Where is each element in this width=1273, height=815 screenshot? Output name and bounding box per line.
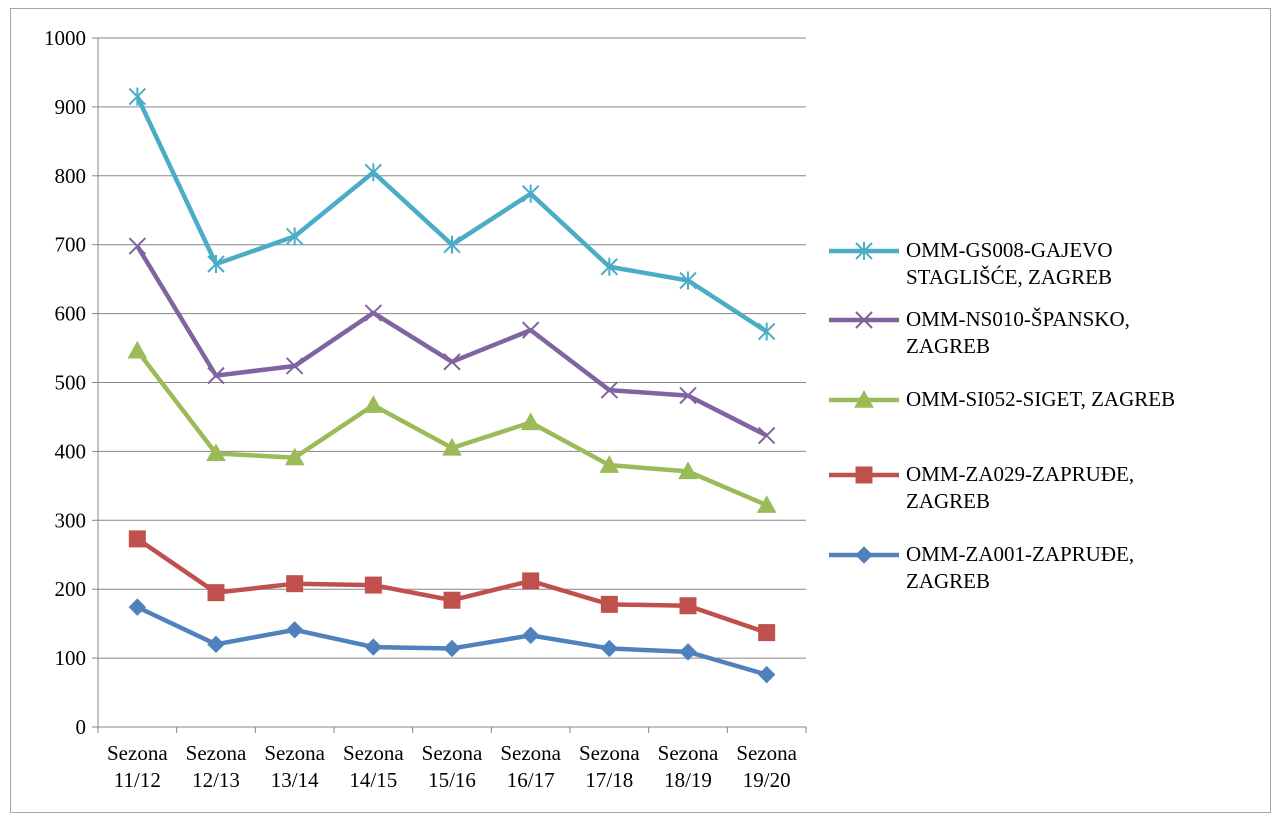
- series-line: [136, 537, 768, 635]
- data-point: [207, 254, 225, 273]
- legend-swatch-marker: [855, 242, 873, 260]
- x-tick-label: Sezona: [422, 741, 483, 765]
- data-point: [679, 597, 697, 615]
- legend-entry-label: OMM-GS008-GAJEVO STAGLIŠĆE, ZAGREB: [906, 238, 1113, 289]
- x-tick-label: Sezona: [500, 741, 561, 765]
- y-tick-label: 200: [55, 577, 87, 601]
- data-point: [600, 595, 618, 613]
- data-point: [364, 304, 383, 322]
- x-tick-label: Sezona: [736, 741, 797, 765]
- y-tick-label: 100: [55, 646, 87, 670]
- data-point: [443, 235, 461, 254]
- legend-swatch-marker: [855, 466, 873, 484]
- data-point: [600, 639, 619, 658]
- x-tick-label: 16/17: [507, 768, 555, 792]
- data-point: [678, 461, 698, 480]
- y-tick-label: 400: [55, 439, 87, 463]
- data-point: [363, 395, 384, 413]
- data-point: [522, 572, 540, 590]
- series-lines: [127, 87, 777, 684]
- data-point: [600, 381, 619, 399]
- y-tick-label: 800: [55, 164, 87, 188]
- data-point: [284, 447, 305, 466]
- chart-frame: 0 100 200 300 400 500 600 700 800 900 1000 Sezona 11…: [10, 8, 1271, 813]
- data-point: [758, 624, 776, 642]
- data-point: [443, 353, 461, 371]
- gridlines: [98, 37, 806, 659]
- data-point: [756, 495, 777, 513]
- x-tick-label: 12/13: [192, 768, 240, 792]
- x-tick-label: Sezona: [579, 741, 640, 765]
- series-line: [135, 95, 768, 334]
- data-point: [757, 426, 776, 445]
- data-point: [285, 621, 304, 639]
- x-tick-label: Sezona: [264, 741, 325, 765]
- data-point: [521, 626, 540, 645]
- y-tick-label: 700: [55, 233, 87, 257]
- legend-entry-label: OMM-ZA001-ZAPRUĐE, ZAGREB: [906, 542, 1135, 593]
- data-point: [442, 437, 462, 456]
- y-tick-label: 0: [76, 715, 87, 739]
- legend-markers: [829, 242, 899, 564]
- x-tick-label: Sezona: [343, 741, 404, 765]
- y-tick-label: 600: [55, 302, 87, 326]
- data-point: [127, 340, 148, 359]
- data-point: [520, 412, 541, 431]
- data-point: [364, 163, 383, 182]
- legend-swatch-marker: [855, 546, 873, 564]
- data-point: [443, 591, 461, 609]
- data-point: [207, 366, 225, 385]
- x-tick-label: Sezona: [107, 741, 168, 765]
- legend-swatch-marker: [855, 311, 873, 329]
- data-point: [207, 635, 225, 654]
- data-point: [679, 271, 697, 290]
- data-point: [285, 227, 304, 246]
- legend-entry-label: OMM-ZA029-ZAPRUĐE, ZAGREB: [906, 462, 1135, 513]
- data-point: [285, 357, 304, 375]
- data-point: [206, 443, 226, 462]
- data-point: [521, 184, 540, 203]
- axes: 0 100 200 300 400 500 600 700 800 900 1000 Sezona 11…: [44, 26, 807, 792]
- data-point: [364, 576, 382, 594]
- data-point: [286, 575, 304, 593]
- x-tick-label: 15/16: [428, 768, 476, 792]
- line-chart: 0 100 200 300 400 500 600 700 800 900 1000 Sezona 11…: [44, 26, 899, 792]
- data-point: [128, 530, 146, 548]
- x-tick-label: 19/20: [743, 768, 791, 792]
- data-point: [128, 87, 147, 106]
- legend-swatch-marker: [854, 389, 874, 408]
- legend-entry-label: OMM-NS010-ŠPANSKO, ZAGREB: [906, 307, 1130, 358]
- data-point: [757, 665, 776, 684]
- y-tick-label: 900: [55, 95, 87, 119]
- x-tick-label: 11/12: [114, 768, 161, 792]
- x-tick-label: Sezona: [658, 741, 719, 765]
- legend-entry-label: OMM-SI052-SIGET, ZAGREB: [906, 387, 1176, 411]
- data-point: [443, 639, 461, 658]
- data-point: [600, 257, 619, 276]
- x-tick-label: 17/18: [585, 768, 633, 792]
- y-tick-label: 1000: [44, 26, 86, 50]
- data-point: [757, 322, 776, 341]
- x-tick-label: 14/15: [349, 768, 397, 792]
- data-point: [128, 237, 147, 255]
- y-tick-label: 300: [55, 508, 87, 532]
- data-point: [207, 584, 225, 602]
- data-point: [679, 386, 697, 405]
- x-tick-label: 13/14: [271, 768, 319, 792]
- data-point: [679, 643, 697, 661]
- data-point: [599, 455, 620, 473]
- x-tick-label: 18/19: [664, 768, 712, 792]
- y-tick-label: 500: [55, 371, 87, 395]
- data-point: [128, 598, 147, 616]
- data-point: [364, 638, 383, 656]
- series-line: [135, 244, 768, 438]
- x-tick-label: Sezona: [186, 741, 247, 765]
- data-point: [521, 321, 540, 339]
